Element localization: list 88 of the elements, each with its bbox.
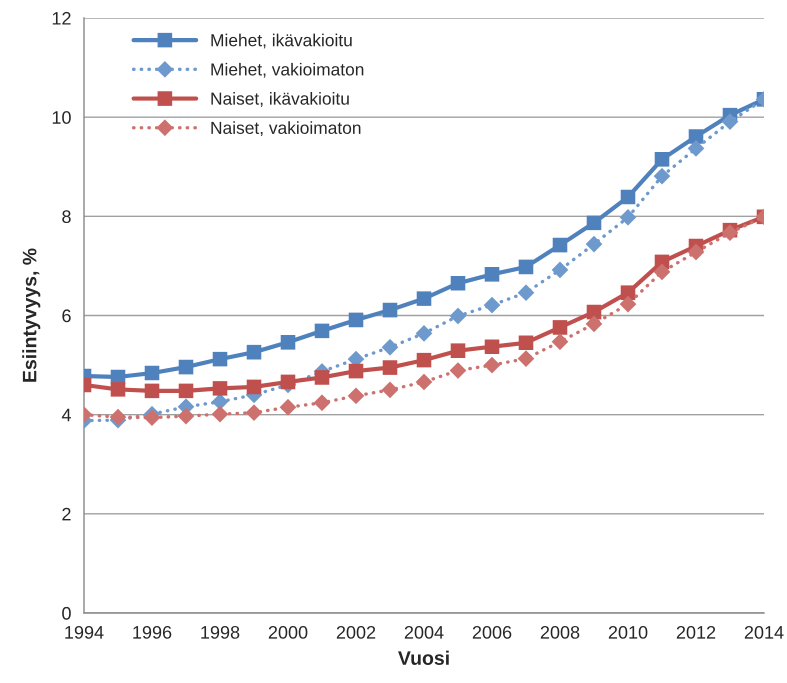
point: [416, 352, 432, 368]
x-tick-label: 1996: [133, 626, 172, 639]
point: [586, 304, 602, 320]
point: [722, 224, 738, 241]
point: [382, 302, 398, 318]
y-axis-title: Esiintyvyys, %: [22, 248, 40, 382]
point: [382, 339, 398, 356]
point: [382, 382, 398, 398]
x-tick-label: 2002: [336, 626, 376, 639]
point: [212, 381, 228, 396]
point: [280, 399, 296, 416]
point: [450, 362, 466, 379]
y-tick-label: 0: [62, 606, 71, 620]
x-axis-title: Vuosi: [398, 650, 449, 665]
point: [484, 267, 500, 282]
point: [212, 394, 228, 410]
point: [518, 284, 534, 301]
point: [484, 339, 500, 354]
point: [144, 366, 160, 380]
legend-label: Naiset, vakioimaton: [211, 121, 360, 136]
point: [382, 360, 398, 375]
legend-label: Miehet, ikävakioitu: [211, 34, 352, 48]
point: [212, 352, 228, 366]
x-tick-label: 1994: [65, 626, 104, 639]
point: [450, 276, 466, 291]
point: [280, 374, 296, 390]
legend-label: Naiset, ikävakioitu: [211, 92, 349, 107]
point: [518, 260, 534, 274]
point: [348, 312, 364, 328]
point: [552, 334, 568, 350]
x-tick-label: 2000: [268, 626, 308, 639]
point: [586, 236, 602, 252]
point: [416, 325, 432, 342]
point: [144, 384, 160, 398]
x-tick-label: 2012: [676, 626, 716, 639]
y-tick-label: 4: [62, 408, 71, 422]
point: [688, 140, 704, 156]
point: [586, 215, 602, 230]
point: [552, 262, 568, 278]
point: [654, 264, 670, 280]
point: [178, 384, 194, 398]
point: [246, 380, 262, 394]
point: [688, 244, 704, 260]
x-tick-label: 1998: [201, 626, 240, 639]
point: [620, 296, 636, 312]
point: [246, 404, 262, 421]
point: [314, 394, 330, 411]
point: [552, 320, 568, 335]
point: [484, 357, 500, 374]
point: [620, 190, 636, 204]
x-tick-label: 2004: [404, 626, 444, 639]
point: [450, 343, 466, 358]
point: [348, 364, 364, 378]
point: [654, 152, 670, 167]
point: [178, 408, 194, 424]
point: [552, 238, 568, 252]
y-tick-label: 6: [62, 309, 71, 322]
point: [654, 168, 670, 184]
point: [416, 374, 432, 390]
point: [280, 334, 296, 350]
y-tick-label: 8: [62, 210, 71, 224]
point: [518, 350, 534, 367]
point: [348, 388, 364, 404]
y-tick-label: 10: [52, 111, 71, 124]
x-tick-label: 2008: [540, 626, 580, 639]
point: [518, 335, 534, 350]
point: [484, 297, 500, 314]
point: [178, 360, 194, 374]
point: [314, 370, 330, 385]
point: [110, 409, 126, 426]
y-tick-label: 2: [62, 508, 71, 520]
point: [620, 285, 636, 300]
x-tick-label: 2006: [472, 626, 512, 639]
x-tick-label: 2010: [608, 626, 648, 639]
point: [620, 209, 636, 226]
legend-label: Miehet, vakioimaton: [211, 62, 364, 78]
point: [688, 129, 704, 144]
point: [110, 382, 126, 397]
point: [722, 114, 738, 130]
point: [212, 406, 228, 422]
point: [450, 308, 466, 324]
point: [246, 344, 262, 360]
point: [586, 316, 602, 332]
y-tick-label: 12: [52, 12, 71, 25]
point: [314, 324, 330, 338]
point: [144, 410, 160, 426]
point: [416, 291, 432, 306]
x-tick-label: 2014: [744, 626, 784, 639]
